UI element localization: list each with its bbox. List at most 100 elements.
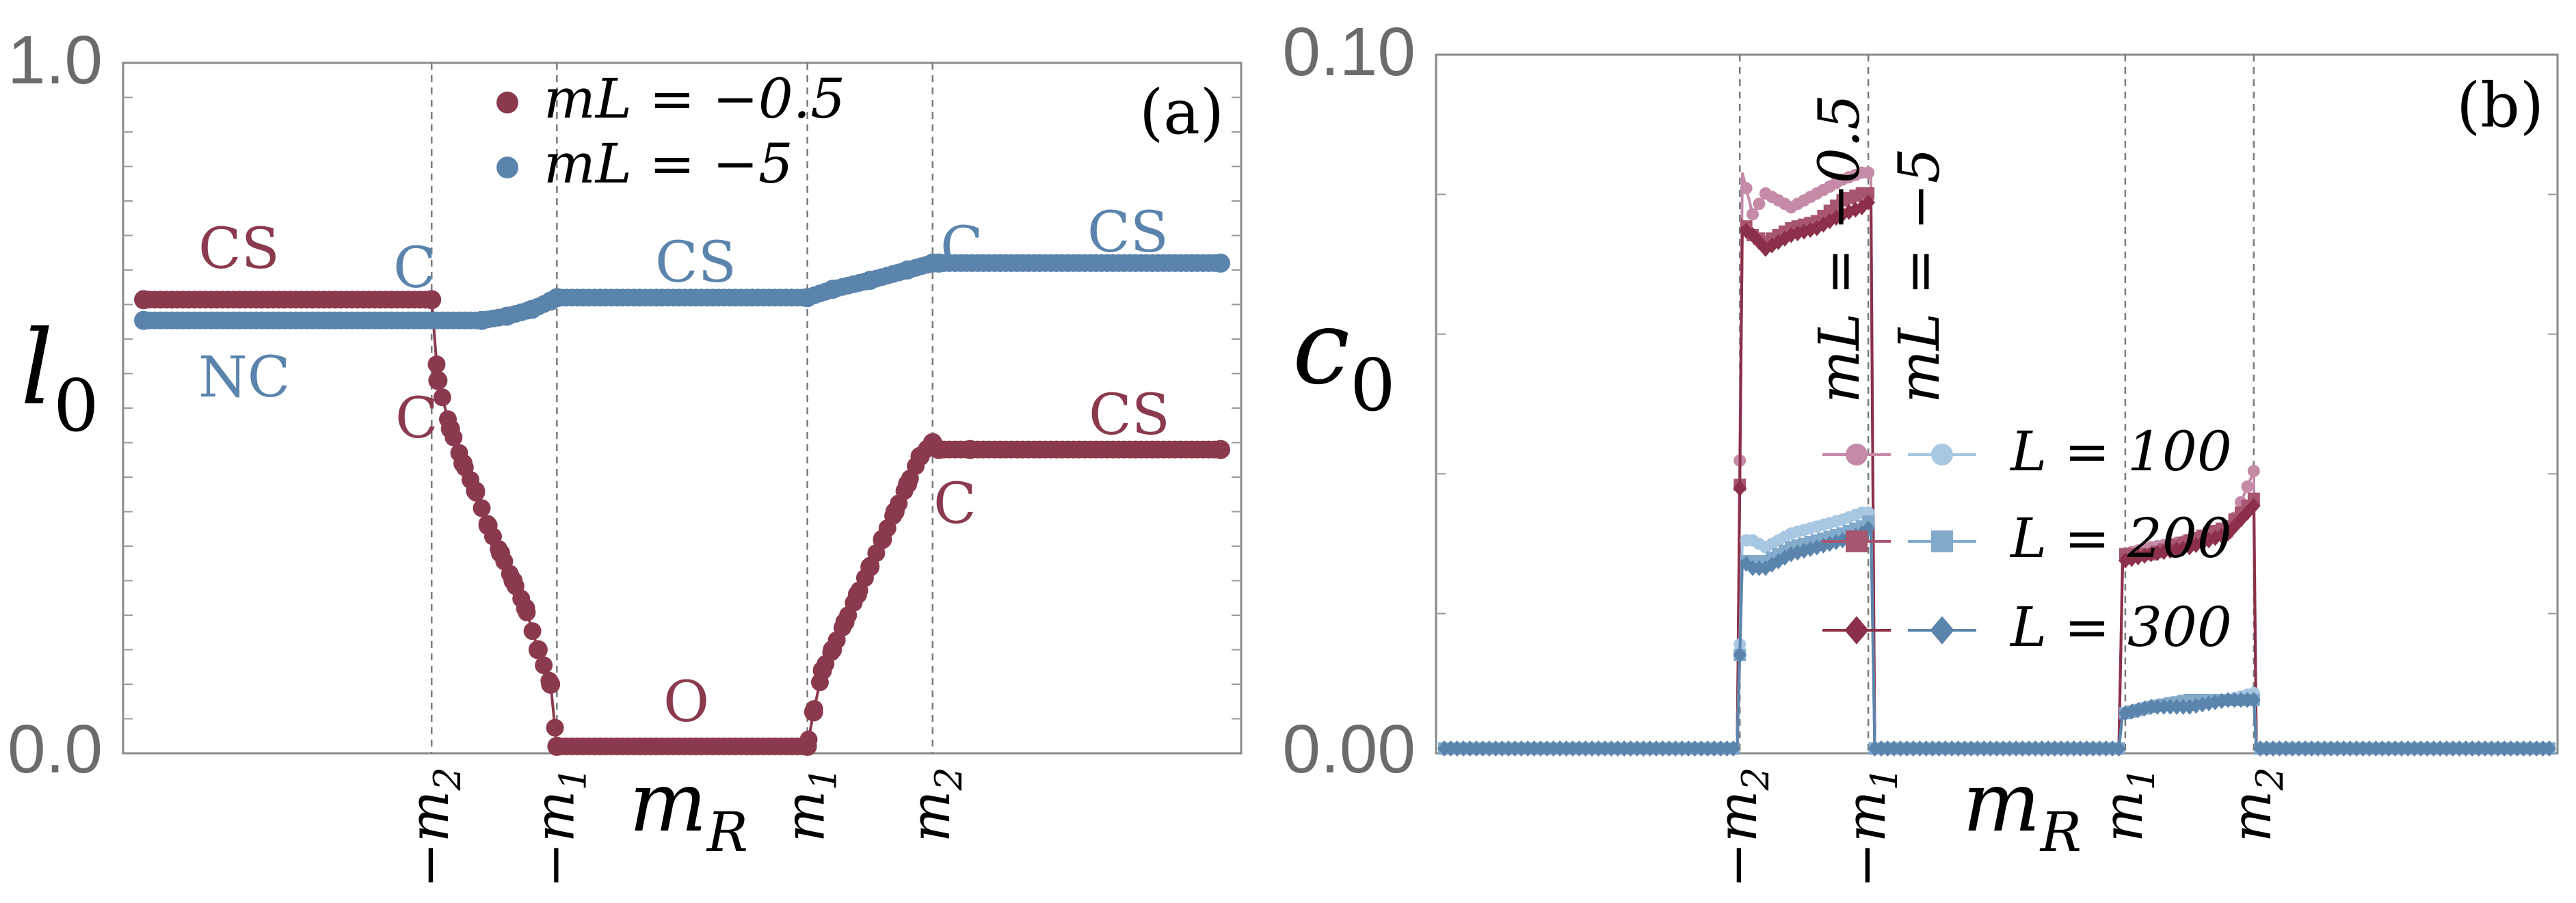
data-point	[1739, 556, 1753, 572]
data-point	[1753, 198, 1766, 211]
annotation-c-left-blue: C	[393, 236, 436, 301]
panel-b-legend: mL = −0.5 mL = −5 L = 100 L = 200 L = 30…	[1807, 94, 2232, 659]
data-point	[1752, 234, 1766, 250]
data-point	[528, 640, 548, 660]
panel-a-ytick-bottom: 0.0	[8, 711, 103, 787]
data-point	[134, 290, 153, 310]
data-point	[2183, 539, 2196, 556]
data-point	[1931, 444, 1953, 466]
panel-b-ytick-top: 0.10	[1282, 14, 1416, 90]
annotation-o-mid-red: O	[663, 670, 709, 735]
data-point	[2125, 551, 2139, 567]
panel-a-legend: mL = −0.5 mL = −5	[496, 67, 845, 196]
legend-label-mL-5: mL = −5	[544, 132, 793, 196]
data-point	[2195, 535, 2209, 551]
data-point	[503, 571, 523, 591]
data-point	[898, 474, 918, 494]
data-point	[547, 736, 567, 756]
data-point	[546, 718, 564, 737]
panel-a-guide-lines	[430, 63, 934, 753]
series-line	[1444, 171, 2549, 750]
x-tick-label-sub: 2	[927, 767, 970, 791]
data-point	[898, 260, 918, 280]
data-point	[2542, 740, 2556, 757]
x-tick-label-sub: 1	[551, 767, 594, 790]
data-point	[823, 280, 842, 299]
data-point	[1765, 237, 1779, 254]
data-point	[1790, 225, 1805, 242]
data-point	[1861, 520, 1875, 537]
data-point	[860, 271, 880, 291]
data-point	[1778, 550, 1792, 566]
data-point	[535, 656, 553, 675]
data-point	[812, 660, 832, 680]
data-point	[1931, 530, 1953, 552]
data-point	[2138, 700, 2151, 717]
data-point	[516, 598, 535, 618]
series-line	[1444, 511, 2549, 750]
data-point	[2112, 740, 2126, 757]
data-point	[490, 543, 510, 563]
x-tick-label: −m2	[1705, 767, 1777, 888]
data-point	[873, 529, 892, 549]
data-point	[2240, 504, 2255, 521]
data-point	[1810, 539, 1824, 556]
x-tick-label-sub: 2	[2248, 767, 2292, 791]
data-point	[1862, 166, 1875, 179]
legend-marker-blue	[496, 157, 518, 178]
legend-label-L200: L = 200	[2009, 507, 2232, 570]
data-point	[1211, 440, 1230, 459]
x-tick-label-sub: 1	[802, 767, 845, 790]
annotation-c-right-blue: C	[940, 215, 983, 280]
panel-b-minor-ticks	[1436, 193, 2558, 615]
data-point	[478, 515, 498, 535]
legend-label-L100: L = 100	[2009, 420, 2232, 483]
annotation-c-right-red: C	[933, 472, 977, 537]
data-point	[1822, 213, 1837, 230]
data-point	[1797, 543, 1811, 559]
data-point	[2246, 692, 2261, 708]
data-point	[2241, 480, 2254, 493]
data-point	[497, 306, 517, 326]
annotation-cs-right-red: CS	[1089, 383, 1170, 448]
data-point	[797, 288, 817, 308]
data-point	[2119, 705, 2132, 721]
data-point	[1810, 220, 1824, 237]
series-line	[1444, 192, 2549, 750]
data-point	[422, 290, 442, 310]
x-tick-label: −m1	[522, 767, 594, 888]
legend-marker-red	[496, 92, 518, 113]
data-point	[2208, 530, 2222, 546]
data-point	[1855, 199, 1869, 215]
panel-b: 0.10 0.00 c0 mR (b) mL = −0.5 mL = −5 L …	[1282, 14, 2559, 888]
data-point	[2151, 545, 2164, 561]
data-point	[1726, 740, 1740, 757]
data-point	[1930, 616, 1954, 645]
data-point	[1211, 253, 1230, 273]
annotation-nc-left-blue: NC	[198, 345, 291, 410]
data-point	[1784, 546, 1798, 563]
x-tick-label-sub: 1	[1863, 767, 1906, 790]
x-tick-label: m2	[899, 767, 970, 842]
panel-b-frame	[1435, 53, 2559, 755]
data-point	[2195, 697, 2209, 713]
data-point	[1803, 541, 1818, 557]
panel-a-xlabel: mR	[629, 755, 748, 864]
data-point	[428, 370, 448, 390]
data-point	[1747, 208, 1759, 221]
data-point	[1765, 556, 1779, 573]
x-tick-label: −m1	[1834, 767, 1906, 888]
data-point	[1846, 444, 1868, 466]
legend-label-mL-05: mL = −0.5	[544, 67, 845, 131]
panel-a-ytick-top: 1.0	[8, 22, 103, 98]
annotation-cs-mid-blue: CS	[655, 230, 736, 295]
panel-b-label: (b)	[2456, 70, 2544, 141]
annotation-cs-right-blue: CS	[1087, 200, 1169, 265]
data-point	[960, 440, 980, 459]
annotation-c-left-red: C	[395, 386, 438, 451]
panel-a-minor-ticks	[123, 96, 1241, 720]
data-point	[885, 502, 905, 522]
series-line	[1444, 516, 2549, 750]
data-point	[2246, 498, 2261, 514]
panel-a: 1.0 0.0 l0 mR (a) mL = −0.5 mL = −5 CS N…	[8, 22, 1243, 888]
